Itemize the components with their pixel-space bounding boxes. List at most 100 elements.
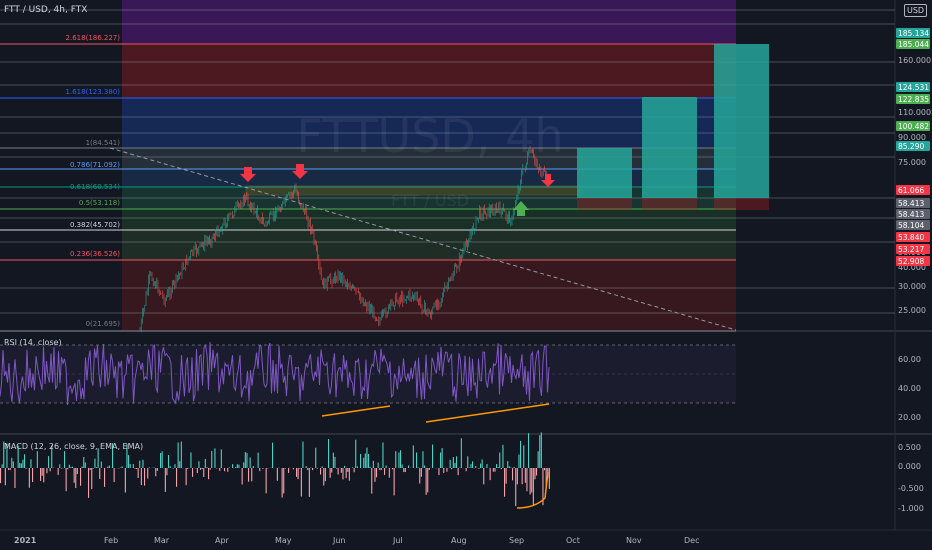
macd-bar	[137, 468, 139, 478]
macd-bar	[83, 456, 85, 468]
price-badge[interactable]: 185.044	[896, 39, 930, 49]
macd-tick: -0.500	[898, 484, 924, 493]
target-projections[interactable]	[577, 44, 769, 210]
macd-bar	[422, 451, 424, 468]
macd-bar	[331, 468, 333, 473]
price-tick: 110.000	[898, 108, 931, 117]
price-badge[interactable]: 53.840	[896, 232, 930, 242]
macd-bar	[542, 468, 544, 506]
macd-bar	[81, 466, 83, 468]
macd-bar	[380, 468, 382, 470]
macd-bar	[88, 468, 90, 498]
macd-bar	[297, 468, 299, 480]
macd-bar	[283, 468, 285, 494]
macd-bar	[545, 468, 547, 488]
price-badge[interactable]: 58.413	[896, 209, 930, 219]
macd-bar	[403, 468, 405, 473]
macd-bar	[524, 468, 526, 483]
macd-bar	[408, 465, 410, 468]
macd-bar	[496, 464, 498, 468]
macd-bar	[142, 459, 144, 468]
macd-bar	[296, 468, 298, 477]
signal-arrows[interactable]	[240, 164, 555, 216]
macd-bar	[504, 468, 506, 497]
macd-bar	[398, 452, 400, 468]
price-badge[interactable]: 122.835	[896, 94, 930, 104]
price-badge[interactable]: 61.066	[896, 185, 930, 195]
macd-bar	[500, 468, 502, 470]
macd-title[interactable]: MACD (12, 26, close, 9, EMA, EMA)	[4, 442, 144, 451]
macd-bar	[328, 438, 330, 468]
svg-text:58.413: 58.413	[898, 199, 924, 208]
macd-bar	[65, 468, 67, 492]
macd-bar	[363, 457, 365, 468]
macd-bar	[24, 454, 26, 468]
macd-bar	[379, 468, 381, 471]
macd-bar	[43, 468, 45, 483]
resistance-zone[interactable]	[245, 185, 583, 196]
macd-bar	[348, 468, 350, 481]
macd-curve[interactable]	[516, 471, 549, 509]
price-tick: 30.000	[898, 282, 926, 291]
price-badge[interactable]: 53.217	[896, 244, 930, 254]
macd-bar	[148, 467, 150, 468]
macd-bar	[384, 468, 386, 475]
macd-bar	[246, 452, 248, 468]
rsi-pane[interactable]	[0, 342, 736, 423]
macd-bar	[360, 453, 362, 468]
rsi-divergence-line[interactable]	[425, 403, 550, 423]
time-tick: Oct	[566, 536, 580, 545]
rsi-title[interactable]: RSI (14, close)	[4, 338, 62, 347]
macd-bar	[470, 464, 472, 468]
svg-text:53.840: 53.840	[898, 233, 924, 242]
macd-bar	[529, 468, 531, 495]
macd-bar	[80, 468, 82, 486]
rsi-tick: 20.00	[898, 413, 921, 422]
macd-pane[interactable]	[0, 432, 550, 509]
macd-bar	[457, 468, 459, 476]
macd-bar	[284, 468, 286, 469]
fib-label: 1.618(123.380)	[66, 88, 121, 96]
rsi-divergence-line[interactable]	[321, 405, 391, 417]
macd-bar	[209, 468, 211, 470]
macd-bar	[169, 466, 171, 468]
macd-bar	[364, 453, 366, 468]
fib-label: 1(84.541)	[86, 139, 121, 147]
price-badge[interactable]: 185.134	[896, 28, 930, 38]
symbol-title[interactable]: FTT / USD, 4h, FTX	[4, 5, 88, 15]
price-badge[interactable]: 124.531	[896, 82, 930, 92]
macd-bar	[460, 438, 462, 468]
currency-button[interactable]: USD	[904, 4, 928, 17]
macd-bar	[366, 447, 368, 468]
macd-bar	[107, 466, 109, 468]
price-badge[interactable]: 58.104	[896, 220, 930, 230]
macd-bar	[25, 468, 27, 469]
macd-bar	[438, 468, 440, 476]
trend-line[interactable]	[109, 147, 737, 331]
macd-bar	[432, 444, 434, 468]
macd-bar	[486, 464, 488, 468]
price-badge[interactable]: 100.482	[896, 121, 930, 131]
price-badge[interactable]: 85.290	[896, 141, 930, 151]
macd-bar	[187, 468, 189, 470]
macd-bar	[11, 457, 13, 468]
macd-bar	[9, 468, 11, 471]
price-candles[interactable]	[139, 145, 549, 333]
macd-bar	[499, 452, 501, 468]
macd-bar	[323, 468, 325, 486]
macd-bar	[518, 454, 520, 468]
macd-bar	[32, 468, 34, 482]
macd-bar	[320, 468, 322, 475]
sell-arrow-icon	[240, 167, 256, 182]
price-badge[interactable]: 52.908	[896, 256, 930, 266]
macd-bar	[300, 468, 302, 497]
price-badge[interactable]: 58.413	[896, 198, 930, 208]
sell-arrow-icon	[292, 164, 308, 179]
macd-bar	[161, 451, 163, 468]
macd-bar	[416, 452, 418, 468]
macd-bar	[417, 467, 419, 468]
macd-bar	[382, 442, 384, 468]
macd-bar	[192, 468, 194, 477]
macd-bar	[164, 468, 166, 492]
